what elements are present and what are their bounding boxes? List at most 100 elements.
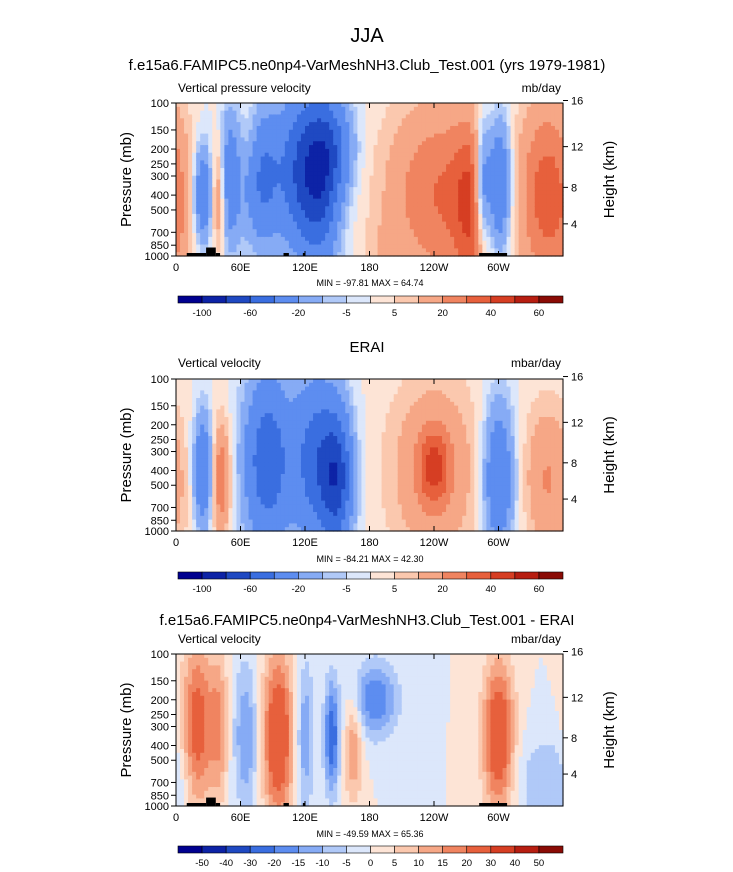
heatmap-cell — [232, 133, 238, 139]
heatmap-cell — [454, 194, 459, 200]
heatmap-cell — [188, 248, 193, 253]
heatmap-cell — [409, 179, 415, 184]
heatmap-cell — [276, 183, 282, 188]
heatmap-cell — [429, 248, 435, 253]
heatmap-cell — [522, 236, 528, 242]
heatmap-cell — [369, 233, 375, 238]
heatmap-cell — [232, 504, 238, 509]
heatmap-cell — [558, 168, 564, 173]
heatmap-cell — [353, 164, 359, 169]
heatmap-cell — [530, 229, 536, 234]
heatmap-cell — [434, 118, 439, 123]
heatmap-cell — [296, 129, 302, 135]
heatmap-cell — [409, 221, 415, 226]
heatmap-cell — [216, 447, 221, 452]
heatmap-cell — [526, 125, 532, 131]
heatmap-cell — [192, 233, 197, 238]
heatmap-cell — [502, 183, 508, 188]
heatmap-cell — [514, 248, 520, 253]
heatmap-cell — [248, 493, 254, 498]
heatmap-cell — [252, 145, 258, 150]
heatmap-cell — [200, 436, 205, 441]
heatmap-cell — [232, 481, 238, 486]
heatmap-cell — [506, 137, 512, 142]
heatmap-cell — [212, 168, 217, 173]
heatmap-cell — [522, 248, 528, 253]
heatmap-cell — [180, 240, 185, 246]
heatmap-cell — [349, 206, 354, 211]
heatmap-cell — [317, 118, 322, 123]
heatmap-cell — [176, 390, 181, 395]
heatmap-cell — [450, 213, 455, 219]
heatmap-cell — [393, 194, 399, 200]
heatmap-cell — [389, 221, 395, 226]
heatmap-cell — [184, 417, 189, 422]
heatmap-cell — [421, 125, 427, 131]
heatmap-cell — [466, 133, 471, 139]
heatmap-cell — [176, 236, 181, 242]
heatmap-cell — [393, 236, 399, 242]
heatmap-cell — [534, 244, 540, 249]
heatmap-cell — [244, 496, 250, 502]
heatmap-cell — [220, 194, 225, 200]
heatmap-cell — [292, 187, 298, 192]
heatmap-cell — [180, 152, 185, 158]
heatmap-cell — [438, 156, 443, 161]
heatmap-cell — [224, 244, 230, 249]
heatmap-cell — [176, 470, 181, 475]
heatmap-cell — [482, 114, 488, 119]
heatmap-cell — [522, 168, 528, 173]
heatmap-cell — [300, 168, 306, 173]
heatmap-cell — [280, 133, 286, 139]
heatmap-cell — [442, 248, 447, 253]
heatmap-cell — [478, 118, 483, 123]
heatmap-cell — [276, 240, 282, 246]
heatmap-cell — [256, 428, 262, 433]
heatmap-cell — [309, 194, 314, 200]
heatmap-cell — [454, 252, 459, 257]
heatmap-cell — [200, 202, 205, 207]
heatmap-cell — [192, 194, 197, 200]
heatmap-cell — [212, 183, 217, 188]
heatmap-cell — [389, 133, 395, 139]
heatmap-cell — [256, 489, 262, 494]
heatmap-cell — [425, 248, 431, 253]
heatmap-cell — [296, 252, 302, 257]
heatmap-cell — [292, 168, 298, 173]
heatmap-cell — [212, 447, 217, 452]
heatmap-cell — [554, 148, 560, 154]
heatmap-cell — [200, 160, 205, 165]
heatmap-cell — [357, 213, 363, 219]
heatmap-cell — [450, 187, 455, 192]
heatmap-cell — [216, 455, 221, 460]
heatmap-cell — [276, 190, 282, 196]
heatmap-cell — [200, 210, 205, 215]
heatmap-cell — [280, 160, 286, 165]
heatmap-cell — [305, 202, 310, 207]
heatmap-cell — [196, 152, 201, 158]
heatmap-cell — [538, 210, 544, 215]
heatmap-cell — [554, 133, 560, 139]
heatmap-cell — [442, 194, 447, 200]
heatmap-cell — [184, 523, 189, 528]
heatmap-cell — [518, 133, 524, 139]
heatmap-cell — [196, 439, 201, 445]
heatmap-cell — [462, 213, 467, 219]
heatmap-cell — [208, 379, 213, 384]
heatmap-cell — [216, 443, 221, 448]
heatmap-cell — [442, 171, 447, 177]
heatmap-cell — [272, 466, 278, 471]
heatmap-cell — [272, 417, 278, 422]
heatmap-cell — [413, 137, 419, 142]
heatmap-cell — [530, 103, 536, 108]
heatmap-cell — [216, 103, 221, 108]
heatmap-cell — [313, 217, 318, 223]
heatmap-cell — [176, 171, 181, 177]
heatmap-cell — [208, 244, 213, 249]
heatmap-cell — [212, 106, 217, 112]
heatmap-cell — [393, 145, 399, 150]
heatmap-cell — [474, 118, 479, 123]
heatmap-cell — [212, 114, 217, 119]
heatmap-cell — [349, 225, 354, 230]
heatmap-cell — [176, 137, 181, 142]
